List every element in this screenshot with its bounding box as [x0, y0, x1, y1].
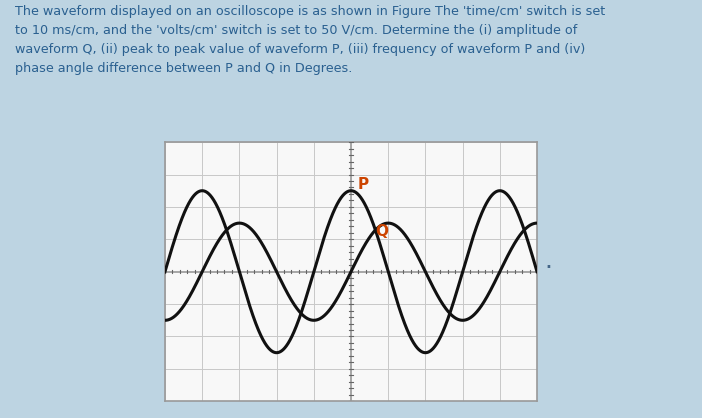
Text: ·: ·: [544, 255, 552, 280]
Text: The waveform displayed on an oscilloscope is as shown in Figure The 'time/cm' sw: The waveform displayed on an oscilloscop…: [15, 5, 606, 74]
Text: Q: Q: [375, 224, 388, 239]
Text: P: P: [358, 177, 369, 192]
